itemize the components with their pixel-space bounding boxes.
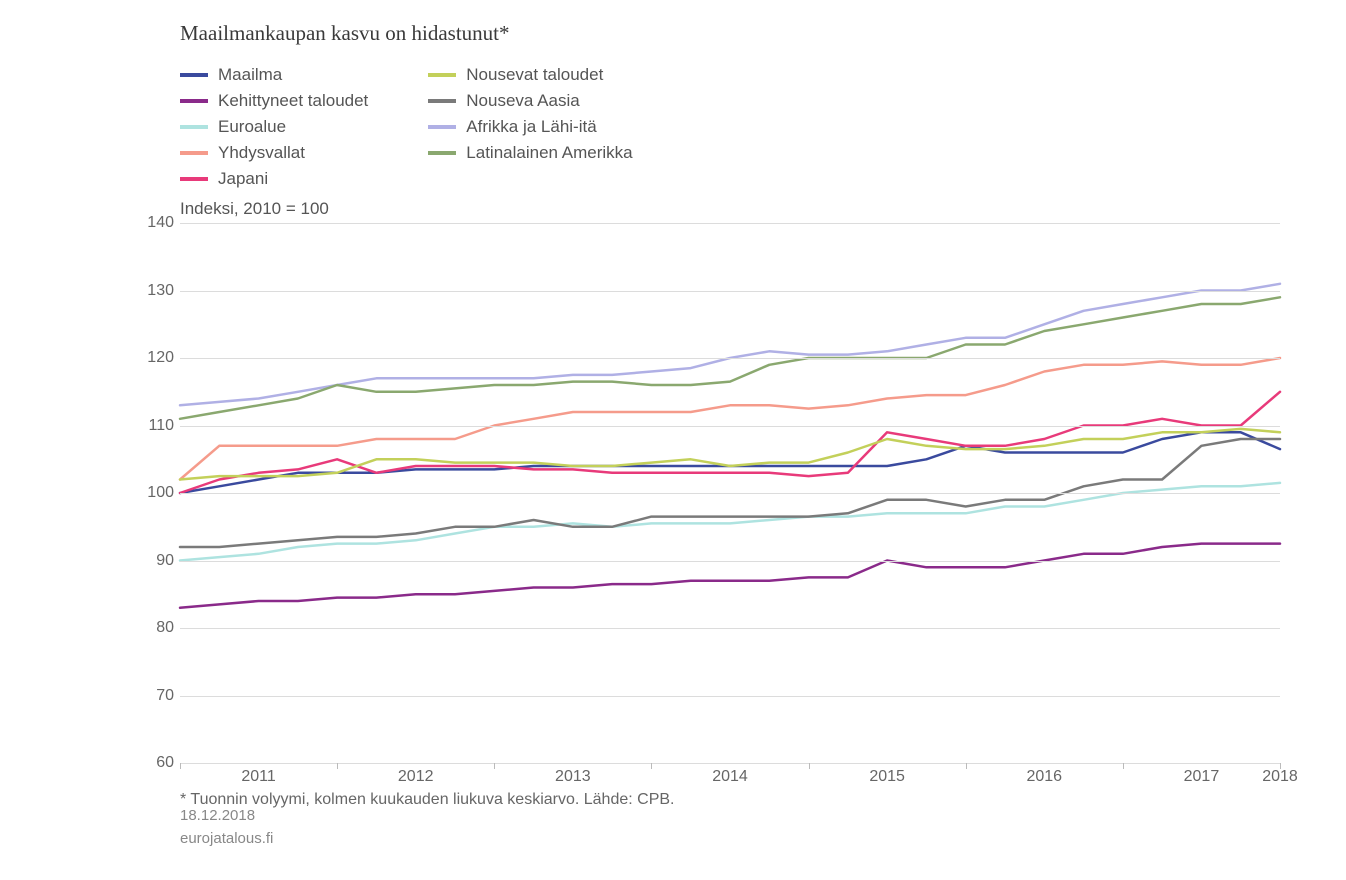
chart-container: Maailmankaupan kasvu on hidastunut* Maai… (180, 20, 1280, 840)
y-axis-label: 130 (124, 282, 174, 300)
x-axis-label: 2014 (712, 768, 748, 786)
legend-swatch (428, 151, 456, 155)
x-axis-tick (337, 763, 338, 769)
x-axis-label: 2015 (869, 768, 905, 786)
legend: Maailma Kehittyneet taloudet Euroalue Yhdys… (180, 65, 1280, 189)
x-axis-tick (966, 763, 967, 769)
y-axis-label: 80 (124, 619, 174, 637)
chart-subtitle: Indeksi, 2010 = 100 (180, 199, 1280, 219)
legend-item: Latinalainen Amerikka (428, 143, 632, 163)
legend-item: Euroalue (180, 117, 368, 137)
x-axis-tick (1280, 763, 1281, 769)
y-axis-label: 110 (124, 417, 174, 435)
legend-swatch (180, 99, 208, 103)
legend-label: Yhdysvallat (218, 143, 305, 163)
x-axis-label: 2017 (1184, 768, 1220, 786)
legend-swatch (428, 125, 456, 129)
grid-line (180, 358, 1280, 359)
legend-swatch (180, 73, 208, 77)
series-line-euro (180, 483, 1280, 561)
legend-label: Maailma (218, 65, 282, 85)
grid-line (180, 493, 1280, 494)
x-axis-tick (809, 763, 810, 769)
legend-item: Yhdysvallat (180, 143, 368, 163)
legend-item: Afrikka ja Lähi-itä (428, 117, 632, 137)
x-axis-label: 2011 (241, 768, 275, 786)
legend-item: Kehittyneet taloudet (180, 91, 368, 111)
x-axis-label: 2013 (555, 768, 591, 786)
grid-line (180, 696, 1280, 697)
grid-line (180, 291, 1280, 292)
series-line-japan (180, 392, 1280, 493)
legend-label: Nousevat taloudet (466, 65, 603, 85)
chart-source: * Tuonnin volyymi, kolmen kuukauden liuk… (180, 791, 1280, 809)
x-axis-tick (180, 763, 181, 769)
x-axis-label: 2016 (1026, 768, 1062, 786)
chart-footer: 18.12.2018 eurojatalous.fi (180, 805, 273, 850)
plot-area: 6070809010011012013014020112012201320142… (180, 223, 1280, 763)
legend-swatch (180, 151, 208, 155)
legend-item: Nouseva Aasia (428, 91, 632, 111)
y-axis-label: 140 (124, 214, 174, 232)
chart-title: Maailmankaupan kasvu on hidastunut* (180, 20, 1280, 47)
grid-line (180, 426, 1280, 427)
y-axis-label: 70 (124, 687, 174, 705)
legend-label: Euroalue (218, 117, 286, 137)
legend-label: Japani (218, 169, 268, 189)
legend-swatch (180, 125, 208, 129)
series-line-adv (180, 544, 1280, 608)
x-axis-tick (494, 763, 495, 769)
legend-item: Nousevat taloudet (428, 65, 632, 85)
y-axis-label: 90 (124, 552, 174, 570)
legend-column: Maailma Kehittyneet taloudet Euroalue Yhdys… (180, 65, 368, 189)
y-axis-label: 60 (124, 754, 174, 772)
grid-line (180, 628, 1280, 629)
grid-line (180, 763, 1280, 764)
y-axis-label: 120 (124, 349, 174, 367)
legend-label: Latinalainen Amerikka (466, 143, 632, 163)
legend-item: Maailma (180, 65, 368, 85)
legend-swatch (428, 73, 456, 77)
legend-label: Kehittyneet taloudet (218, 91, 368, 111)
x-axis-tick (1123, 763, 1124, 769)
x-axis-tick (651, 763, 652, 769)
legend-label: Afrikka ja Lähi-itä (466, 117, 596, 137)
legend-item: Japani (180, 169, 368, 189)
x-axis-label: 2018 (1262, 768, 1298, 786)
grid-line (180, 223, 1280, 224)
footer-site: eurojatalous.fi (180, 828, 273, 851)
grid-line (180, 561, 1280, 562)
x-axis-label: 2012 (398, 768, 434, 786)
legend-label: Nouseva Aasia (466, 91, 579, 111)
footer-date: 18.12.2018 (180, 805, 273, 828)
legend-swatch (180, 177, 208, 181)
y-axis-label: 100 (124, 484, 174, 502)
legend-swatch (428, 99, 456, 103)
legend-column: Nousevat taloudet Nouseva Aasia Afrikka ja… (428, 65, 632, 189)
